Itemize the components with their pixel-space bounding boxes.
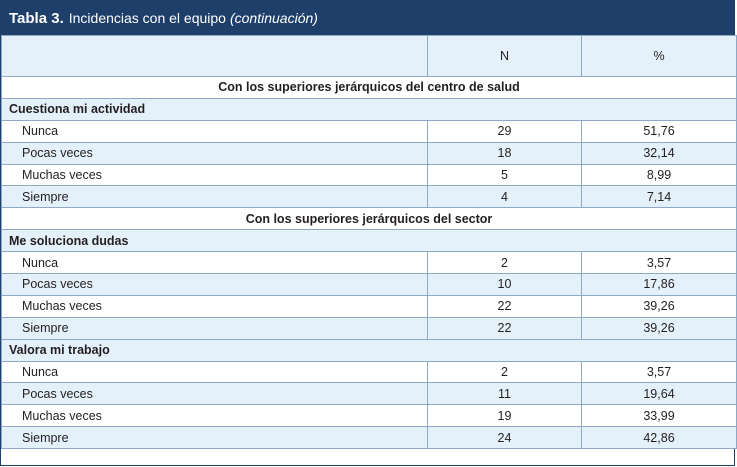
row-label: Pocas veces — [1, 273, 428, 296]
row-count: 19 — [427, 404, 582, 428]
row-label: Pocas veces — [1, 141, 428, 165]
table-row: Nunca 29 51,76 — [1, 119, 737, 143]
row-label: Siempre — [1, 316, 428, 340]
table-number: Tabla 3. — [9, 9, 64, 27]
row-count: 2 — [427, 251, 582, 275]
row-label: Nunca — [1, 119, 428, 143]
row-count: 11 — [427, 382, 582, 406]
table-row: Nunca 2 3,57 — [1, 251, 737, 275]
table-row: Pocas veces 11 19,64 — [1, 382, 737, 406]
row-percent: 19,64 — [581, 382, 737, 406]
row-count: 2 — [427, 360, 582, 384]
table-row: Siempre 22 39,26 — [1, 316, 737, 340]
row-percent: 42,86 — [581, 426, 737, 450]
row-percent: 17,86 — [581, 273, 737, 296]
row-count: 29 — [427, 119, 582, 143]
row-count: 4 — [427, 185, 582, 209]
table-row: Muchas veces 22 39,26 — [1, 294, 737, 318]
row-percent: 39,26 — [581, 316, 737, 340]
table-title: Tabla 3. Incidencias con el equipo (cont… — [1, 1, 734, 35]
row-percent: 7,14 — [581, 185, 737, 209]
group-heading-row: Valora mi trabajo — [1, 338, 737, 362]
row-percent: 39,26 — [581, 294, 737, 318]
section-heading: Con los superiores jerárquicos del centr… — [1, 76, 737, 99]
row-label: Nunca — [1, 251, 428, 275]
table-row: Muchas veces 19 33,99 — [1, 404, 737, 428]
table-row: Pocas veces 18 32,14 — [1, 141, 737, 165]
group-heading: Cuestiona mi actividad — [1, 97, 737, 121]
header-row: N % — [1, 35, 737, 77]
section-heading-row: Con los superiores jerárquicos del secto… — [1, 207, 737, 231]
row-count: 24 — [427, 426, 582, 450]
header-cell-blank — [1, 35, 428, 77]
group-heading: Valora mi trabajo — [1, 338, 737, 362]
row-label: Muchas veces — [1, 294, 428, 318]
row-percent: 3,57 — [581, 251, 737, 275]
row-label: Siempre — [1, 185, 428, 209]
row-label: Muchas veces — [1, 404, 428, 428]
row-label: Pocas veces — [1, 382, 428, 406]
table-title-continuation: (continuación) — [229, 10, 318, 26]
section-heading: Con los superiores jerárquicos del secto… — [1, 207, 737, 231]
group-heading: Me soluciona dudas — [1, 229, 737, 253]
section-heading-row: Con los superiores jerárquicos del centr… — [1, 76, 737, 99]
row-percent: 3,57 — [581, 360, 737, 384]
row-count: 5 — [427, 163, 582, 187]
row-count: 22 — [427, 294, 582, 318]
table-title-text: Incidencias con el equipo — [68, 10, 226, 26]
row-label: Nunca — [1, 360, 428, 384]
incidence-table: N % Con los superiores jerárquicos del c… — [1, 35, 737, 450]
group-heading-row: Cuestiona mi actividad — [1, 97, 737, 121]
row-percent: 51,76 — [581, 119, 737, 143]
table-row: Siempre 24 42,86 — [1, 426, 737, 450]
group-heading-row: Me soluciona dudas — [1, 229, 737, 253]
table-row: Pocas veces 10 17,86 — [1, 273, 737, 296]
row-percent: 33,99 — [581, 404, 737, 428]
table-row: Nunca 2 3,57 — [1, 360, 737, 384]
header-cell-percent: % — [581, 35, 737, 77]
table-row: Siempre 4 7,14 — [1, 185, 737, 209]
row-percent: 32,14 — [581, 141, 737, 165]
row-percent: 8,99 — [581, 163, 737, 187]
row-count: 18 — [427, 141, 582, 165]
row-count: 22 — [427, 316, 582, 340]
row-label: Siempre — [1, 426, 428, 450]
header-cell-n: N — [427, 35, 582, 77]
row-count: 10 — [427, 273, 582, 296]
row-label: Muchas veces — [1, 163, 428, 187]
table-row: Muchas veces 5 8,99 — [1, 163, 737, 187]
